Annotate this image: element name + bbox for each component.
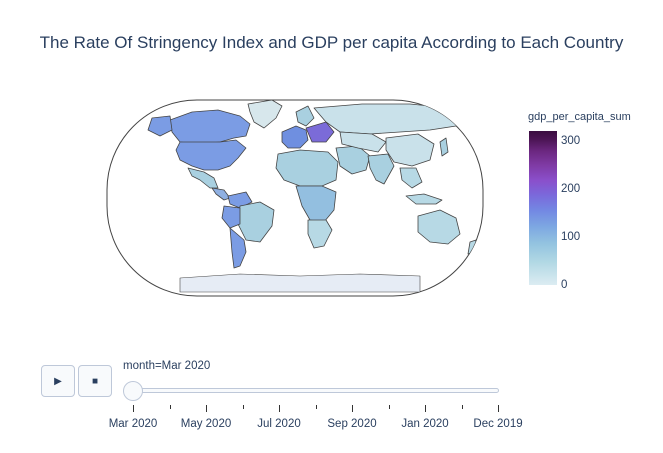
central-america: [211, 187, 231, 201]
slider-major-tick: [425, 405, 426, 412]
slider-step-label[interactable]: Jul 2020: [257, 418, 301, 430]
colorbar-tick-label: 0: [561, 279, 568, 291]
central-africa: [295, 185, 337, 223]
southern-africa: [307, 219, 333, 249]
argentina: [229, 227, 247, 269]
scandinavia: [295, 105, 315, 127]
indonesia: [405, 193, 443, 205]
slider-step-label[interactable]: May 2020: [180, 418, 232, 430]
europe-west: [281, 125, 309, 149]
slider-handle[interactable]: [123, 381, 143, 401]
peru: [221, 205, 241, 229]
slider-step-label[interactable]: Jan 2020: [401, 418, 449, 430]
japan: [439, 137, 449, 157]
slider-step-label[interactable]: Sep 2020: [327, 418, 377, 430]
canada: [169, 109, 251, 145]
slider-major-tick: [352, 405, 353, 412]
colorbar-tick-label: 200: [561, 182, 581, 195]
slider-minor-tick: [242, 405, 244, 409]
slider-minor-tick: [461, 405, 463, 409]
stop-button[interactable]: ■: [78, 365, 112, 397]
colorbar-tick-label: 100: [561, 230, 581, 243]
central-asia: [339, 131, 387, 153]
colorbar-gradient: [529, 131, 557, 285]
slider-current-value: month=Mar 2020: [123, 360, 211, 372]
europe-east: [305, 121, 335, 143]
brazil: [237, 201, 275, 243]
play-icon: ▶: [54, 375, 62, 387]
united-states: [175, 139, 247, 171]
antarctica: [179, 273, 421, 293]
russia: [313, 103, 467, 135]
chart-title: The Rate Of Stringency Index and GDP per…: [39, 33, 624, 52]
slider-minor-tick: [388, 405, 390, 409]
slider-minor-tick: [315, 405, 317, 409]
colorbar-tick-label: 300: [561, 134, 581, 147]
slider-step-label[interactable]: Mar 2020: [108, 418, 158, 430]
north-africa: [275, 149, 339, 187]
stop-icon: ■: [91, 375, 99, 387]
southeast-asia: [399, 167, 423, 189]
greenland: [247, 100, 283, 129]
colorbar-title: gdp_per_capita_sum: [528, 111, 631, 123]
slider-major-tick: [498, 405, 499, 412]
alaska: [147, 115, 173, 137]
slider-step-label[interactable]: Dec 2019: [473, 418, 523, 430]
china: [385, 133, 435, 167]
india: [367, 153, 395, 185]
slider-major-tick: [206, 405, 207, 412]
slider-major-tick: [133, 405, 134, 412]
play-button[interactable]: ▶: [41, 365, 75, 397]
choropleth-map[interactable]: [100, 92, 490, 302]
slider-rail[interactable]: [127, 388, 499, 393]
australia: [417, 209, 461, 245]
slider-major-tick: [279, 405, 280, 412]
slider-minor-tick: [169, 405, 171, 409]
